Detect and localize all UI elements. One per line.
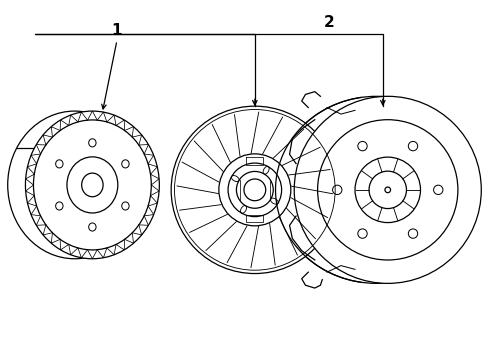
Ellipse shape bbox=[219, 154, 290, 226]
Text: 2: 2 bbox=[323, 15, 333, 30]
Ellipse shape bbox=[294, 96, 480, 283]
Text: 1: 1 bbox=[112, 23, 122, 38]
Ellipse shape bbox=[171, 106, 338, 274]
Ellipse shape bbox=[25, 111, 159, 259]
